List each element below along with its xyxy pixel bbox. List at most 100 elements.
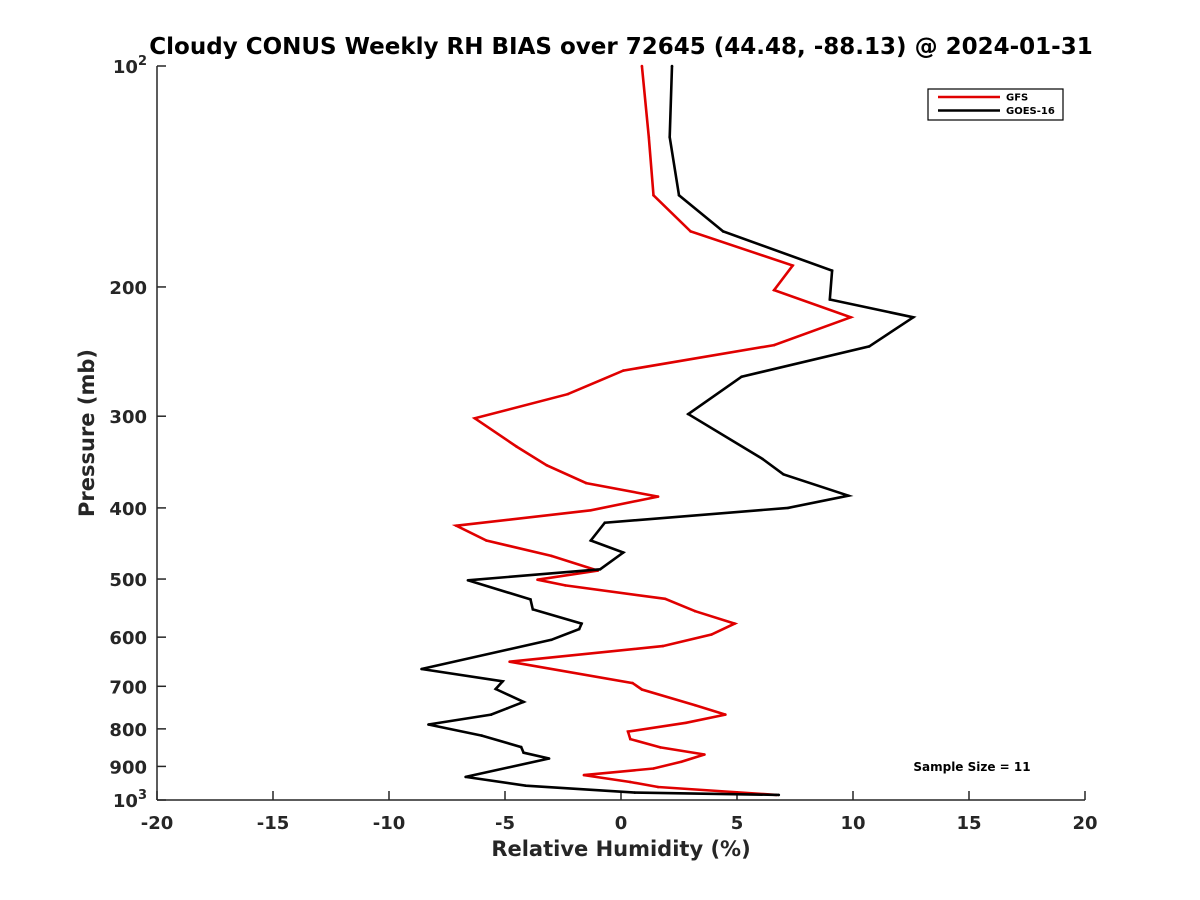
y-tick-label: 800 (109, 720, 147, 741)
y-tick-exponent: 3 (138, 788, 147, 803)
y-tick-label: 300 (109, 407, 147, 428)
data-point-goes-16 (494, 687, 498, 691)
data-point-gfs (640, 64, 644, 68)
data-point-gfs (703, 753, 706, 756)
data-point-gfs (689, 230, 692, 233)
data-point-goes-16 (519, 745, 523, 749)
data-point-goes-16 (777, 793, 781, 797)
chart-title: Cloudy CONUS Weekly RH BIAS over 72645 (… (149, 34, 1092, 60)
x-tick-label: 0 (615, 813, 628, 834)
axes (156, 66, 1085, 801)
y-tick-label: 200 (109, 278, 147, 299)
data-point-gfs (640, 688, 644, 691)
data-point-goes-16 (529, 598, 532, 601)
data-point-goes-16 (786, 506, 790, 510)
data-point-goes-16 (547, 757, 551, 760)
data-point-goes-16 (489, 713, 493, 716)
data-point-goes-16 (622, 551, 625, 554)
data-point-goes-16 (506, 707, 509, 710)
data-point-gfs (515, 445, 518, 448)
data-point-gfs (710, 633, 713, 636)
data-point-goes-16 (633, 791, 637, 794)
data-point-gfs (849, 316, 852, 319)
data-point-gfs (724, 713, 727, 716)
series-line-goes-16 (421, 65, 917, 797)
data-point-gfs (626, 730, 630, 733)
data-point-gfs (659, 746, 662, 749)
x-tick-label: -10 (373, 813, 406, 834)
y-tick-base: 10 (113, 57, 138, 78)
data-point-gfs (566, 392, 569, 396)
data-point-gfs (684, 721, 688, 725)
data-point-goes-16 (677, 194, 681, 197)
y-tick-label: 102 (113, 54, 147, 78)
y-tick-label: 103 (113, 788, 147, 812)
y-tick-label: 700 (109, 677, 147, 698)
data-point-goes-16 (522, 751, 525, 754)
x-ticks: -20 -15 -10 -5 0 5 10 15 20 (141, 791, 1098, 834)
data-point-goes-16 (464, 775, 467, 779)
data-point-gfs (772, 343, 776, 347)
data-point-goes-16 (847, 494, 850, 498)
plot-lines (420, 64, 917, 797)
data-point-goes-16 (912, 316, 915, 319)
data-point-gfs (733, 622, 736, 625)
legend: GFS GOES-16 (927, 88, 1064, 121)
data-point-gfs (545, 464, 549, 467)
data-point-gfs (631, 681, 634, 685)
data-point-goes-16 (550, 638, 553, 642)
y-tick-base: 10 (113, 791, 138, 812)
legend-label-gfs: GFS (1006, 93, 1028, 104)
data-point-gfs (622, 369, 625, 372)
data-point-gfs (647, 135, 651, 139)
data-point-gfs (473, 417, 477, 420)
data-point-gfs (652, 194, 655, 197)
legend-label-goes-16: GOES-16 (1006, 106, 1055, 117)
data-point-gfs (550, 554, 553, 558)
data-point-goes-16 (427, 723, 430, 726)
data-point-gfs (652, 767, 655, 770)
y-tick-label: 400 (109, 499, 147, 520)
data-point-goes-16 (531, 608, 535, 611)
x-tick-label: 5 (731, 813, 744, 834)
legend-box (927, 88, 1064, 121)
y-tick-exponent: 2 (138, 54, 147, 69)
data-point-gfs (772, 288, 776, 292)
data-point-goes-16 (420, 667, 423, 671)
series-line-gfs (451, 65, 855, 797)
data-point-goes-16 (603, 521, 607, 524)
data-point-gfs (589, 509, 593, 512)
data-point-gfs (656, 495, 660, 498)
data-point-goes-16 (830, 269, 834, 272)
data-point-gfs (693, 609, 697, 613)
y-tick-label: 600 (109, 628, 147, 649)
data-point-gfs (584, 481, 588, 485)
data-point-goes-16 (670, 64, 674, 68)
data-point-gfs (656, 785, 660, 789)
data-point-goes-16 (524, 784, 528, 787)
data-point-goes-16 (501, 680, 505, 683)
x-tick-label: -5 (495, 813, 515, 834)
data-point-gfs (629, 737, 632, 741)
data-point-goes-16 (867, 345, 871, 348)
data-point-gfs (508, 660, 511, 663)
data-point-gfs (536, 578, 539, 581)
data-point-goes-16 (668, 135, 671, 139)
data-point-goes-16 (761, 457, 764, 461)
data-point-gfs (455, 524, 458, 527)
data-point-goes-16 (687, 412, 690, 416)
x-axis-label: Relative Humidity (%) (491, 837, 750, 861)
y-axis-label: Pressure (mb) (75, 349, 99, 517)
series-points-goes-16 (420, 64, 915, 797)
x-tick-label: 10 (840, 813, 865, 834)
data-point-goes-16 (721, 230, 725, 233)
data-point-gfs (661, 644, 665, 648)
data-point-goes-16 (577, 627, 581, 631)
data-point-goes-16 (589, 539, 593, 542)
data-point-gfs (629, 780, 632, 784)
data-point-gfs (582, 773, 586, 777)
data-point-goes-16 (480, 734, 484, 737)
data-point-goes-16 (740, 375, 743, 379)
sample-size-annotation: Sample Size = 11 (913, 760, 1030, 774)
